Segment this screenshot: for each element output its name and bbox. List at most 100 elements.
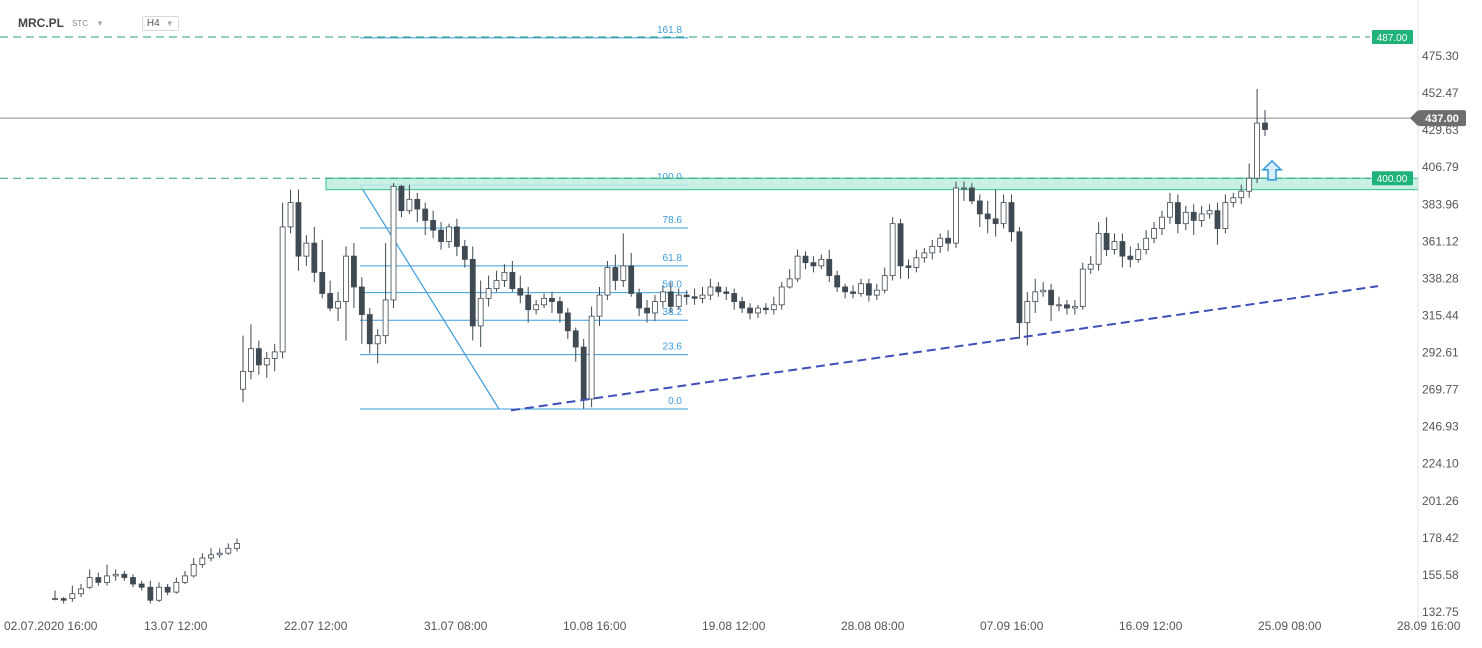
- candle-body-bear: [580, 346, 587, 400]
- candle-body-bear: [164, 586, 171, 593]
- candle: [295, 189, 302, 271]
- candle-body-bull: [1135, 249, 1142, 260]
- candle-body-bear: [612, 267, 619, 281]
- candle-body-bull: [675, 294, 682, 307]
- candle-body-bear: [1119, 241, 1126, 257]
- candle: [1064, 299, 1070, 315]
- candle: [279, 202, 286, 359]
- candle-body-bull: [588, 315, 595, 400]
- candle: [873, 283, 880, 300]
- candle-body-bear: [826, 258, 833, 277]
- price-axis[interactable]: 475.30 452.47 429.63 406.79 383.96 361.12 338.…: [1417, 0, 1459, 620]
- timeframe-label: H4: [146, 17, 160, 29]
- candle-body-bear: [802, 255, 809, 264]
- candle-body-bull: [112, 573, 119, 577]
- support-price-badge: 400.00: [1372, 171, 1413, 186]
- candle: [138, 580, 145, 591]
- candle-body-bull: [1040, 289, 1047, 293]
- candle-body-bull: [69, 593, 76, 600]
- candle-body-bull: [1071, 306, 1078, 309]
- fib-level-label: 61.8: [663, 253, 683, 264]
- candle: [953, 181, 959, 249]
- candle: [182, 571, 188, 585]
- candle: [865, 278, 872, 302]
- candle-body-bull: [374, 335, 381, 345]
- support-zone[interactable]: [325, 177, 1419, 191]
- candle-body-bull: [889, 223, 896, 277]
- candle: [438, 222, 444, 250]
- price-tick-label: 201.26: [1422, 494, 1459, 508]
- candle: [683, 290, 690, 305]
- candle-body-bull: [818, 258, 825, 267]
- current-price-badge: 437.00: [1410, 110, 1466, 127]
- candle: [572, 327, 579, 362]
- timeframe-selector[interactable]: H4 ▼: [141, 15, 179, 31]
- candle-body-bull: [1159, 216, 1165, 229]
- candle-body-bull: [858, 283, 864, 294]
- candle: [234, 538, 240, 552]
- candle-body-bull: [271, 351, 278, 359]
- candle-body-bull: [1024, 301, 1031, 324]
- trendlines[interactable]: [510, 159, 1379, 412]
- candle: [374, 329, 381, 364]
- candle: [850, 285, 856, 299]
- candle: [454, 218, 460, 257]
- candle: [147, 580, 154, 604]
- candle: [556, 296, 563, 323]
- candle-body-bear: [454, 226, 460, 247]
- candle: [248, 324, 254, 380]
- candle: [469, 246, 476, 341]
- fib-diagonal-line[interactable]: [359, 184, 500, 410]
- chart-toolbar: MRC.PL STC ▼ H4 ▼: [18, 12, 179, 34]
- candle-body-bear: [731, 293, 738, 302]
- price-tick-label: 155.58: [1422, 568, 1459, 582]
- candle: [1079, 262, 1086, 310]
- candle-body-bear: [430, 220, 437, 231]
- candle-body-bull: [1087, 263, 1094, 270]
- candle-body-bear: [255, 348, 262, 366]
- candle: [905, 259, 912, 279]
- candle: [303, 235, 310, 266]
- candle: [190, 558, 197, 578]
- fibonacci-retracement[interactable]: 161.8 100.0 78.6 61.8 50.0 38.2 23.6 0.0: [359, 25, 688, 410]
- candle-body-bull: [604, 267, 611, 296]
- candle: [588, 306, 595, 408]
- candle-body-bear: [984, 213, 991, 220]
- candle: [485, 275, 492, 307]
- ascending-trendline[interactable]: [510, 285, 1379, 412]
- candle-body-bear: [683, 294, 690, 298]
- chevron-down-icon[interactable]: ▼: [96, 18, 104, 28]
- candle-body-bull: [343, 255, 349, 302]
- candle: [675, 288, 682, 310]
- horizontal-levels[interactable]: [0, 36, 1419, 191]
- symbol-label[interactable]: MRC.PL: [18, 16, 64, 30]
- candle-body-bull: [390, 185, 397, 301]
- candle: [493, 270, 500, 292]
- candle-body-bull: [881, 275, 888, 291]
- candle: [271, 343, 278, 372]
- candle: [1230, 192, 1237, 208]
- candle-body-bull: [1143, 237, 1150, 251]
- time-axis[interactable]: 02.07.2020 16:00 13.07 12:00 22.07 12:00 31…: [4, 619, 1461, 633]
- candle-body-bear: [358, 286, 365, 315]
- candle: [382, 243, 389, 344]
- candle-body-bear: [311, 242, 318, 273]
- candle-body-bear: [517, 288, 524, 296]
- candle-body-bear: [130, 577, 136, 585]
- candle: [810, 256, 817, 273]
- candle-body-bull: [541, 297, 547, 306]
- candle-body-bear: [1064, 304, 1070, 309]
- candle: [1032, 278, 1039, 313]
- candle: [699, 286, 706, 304]
- time-tick-label: 07.09 16:00: [980, 619, 1044, 633]
- candle: [406, 184, 413, 214]
- candle: [1246, 163, 1253, 198]
- candle-body-bear: [1214, 210, 1221, 229]
- candle: [343, 246, 349, 341]
- candle-body-bull: [104, 575, 110, 583]
- candle: [263, 351, 270, 378]
- candle-body-bear: [398, 185, 405, 212]
- candle: [255, 340, 262, 375]
